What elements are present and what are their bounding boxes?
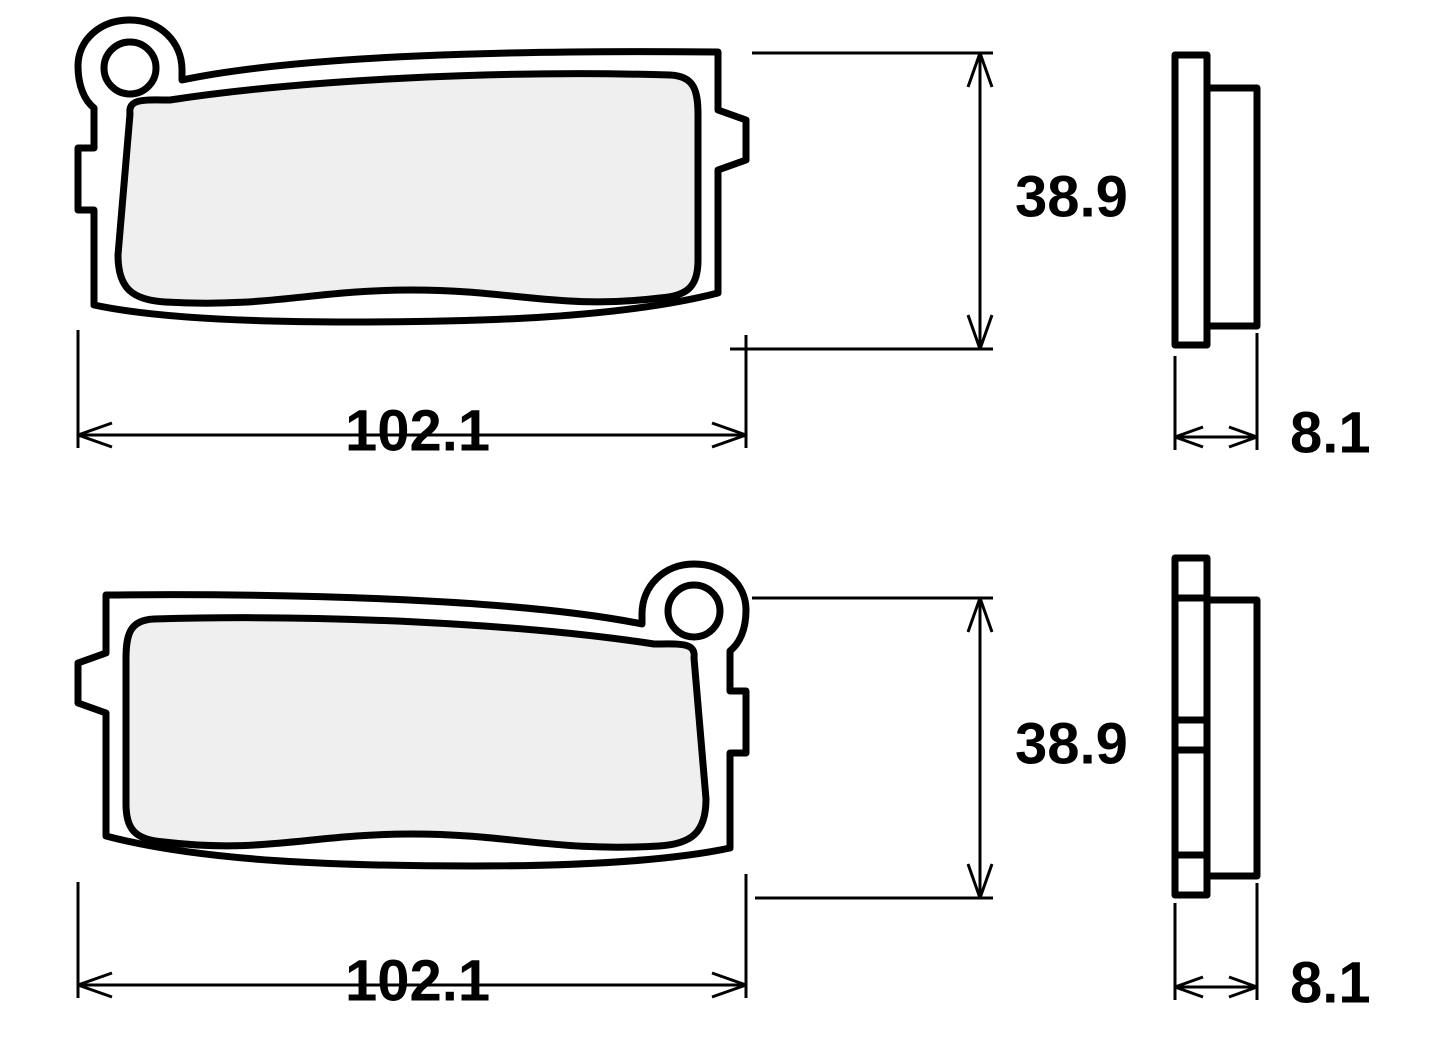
- dim-width-top: 102.1: [78, 330, 746, 463]
- dim-thickness-bottom: 8.1: [1175, 883, 1371, 1015]
- pad-bottom-face: [78, 564, 746, 866]
- dim-height-top-label: 38.9: [1015, 164, 1128, 229]
- technical-drawing: 102.1 38.9 8.1 102.1: [0, 0, 1445, 1045]
- dim-thickness-top-label: 8.1: [1290, 400, 1371, 465]
- dim-width-top-label: 102.1: [345, 398, 490, 463]
- dim-thickness-top: 8.1: [1175, 333, 1371, 465]
- pad-top-face: [78, 20, 746, 322]
- dim-width-bottom-label: 102.1: [345, 948, 490, 1013]
- pad-bottom-side: [1175, 558, 1257, 895]
- pad-top-side: [1175, 55, 1257, 345]
- dim-thickness-bottom-label: 8.1: [1290, 950, 1371, 1015]
- dim-height-top: 38.9: [730, 53, 1128, 349]
- dim-height-bottom: 38.9: [752, 598, 1128, 898]
- dim-height-bottom-label: 38.9: [1015, 711, 1128, 776]
- dim-width-bottom: 102.1: [78, 874, 746, 1013]
